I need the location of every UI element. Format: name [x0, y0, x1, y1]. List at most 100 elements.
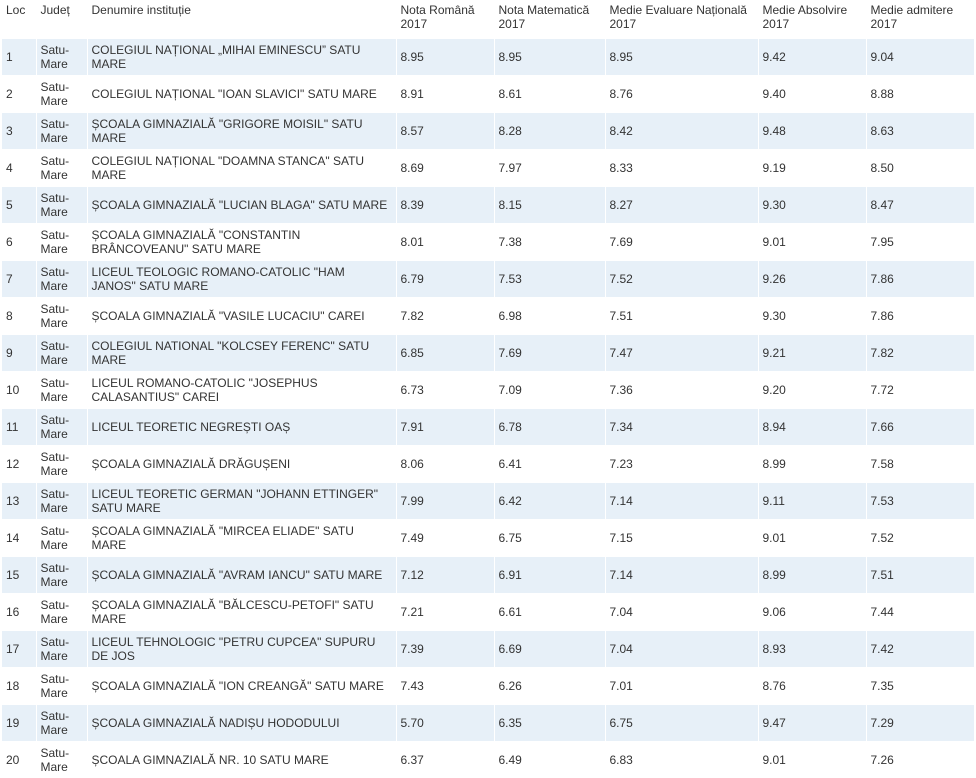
table-cell: ȘCOALA GIMNAZIALĂ "ION CREANGĂ" SATU MAR… — [87, 668, 396, 705]
column-header: Medie Absolvire 2017 — [758, 0, 866, 39]
table-cell: 8.93 — [758, 631, 866, 668]
table-cell: 8.33 — [605, 150, 758, 187]
table-cell: Satu-Mare — [36, 557, 87, 594]
table-cell: 6.85 — [396, 335, 494, 372]
table-cell: ȘCOALA GIMNAZIALĂ NR. 10 SATU MARE — [87, 742, 396, 778]
table-cell: 7.42 — [866, 631, 974, 668]
table-cell: COLEGIUL NATIONAL "KOLCSEY FERENC" SATU … — [87, 335, 396, 372]
table-cell: Satu-Mare — [36, 335, 87, 372]
table-cell: 7.97 — [494, 150, 605, 187]
table-cell: 9.30 — [758, 187, 866, 224]
table-cell: LICEUL TEHNOLOGIC "PETRU CUPCEA" SUPURU … — [87, 631, 396, 668]
table-cell: 12 — [2, 446, 36, 483]
table-cell: Satu-Mare — [36, 742, 87, 778]
table-cell: Satu-Mare — [36, 372, 87, 409]
table-cell: 14 — [2, 520, 36, 557]
table-cell: 9.30 — [758, 298, 866, 335]
table-cell: 6.75 — [494, 520, 605, 557]
table-cell: Satu-Mare — [36, 668, 87, 705]
table-cell: 1 — [2, 39, 36, 76]
table-cell: 7.12 — [396, 557, 494, 594]
table-cell: 6.98 — [494, 298, 605, 335]
table-cell: Satu-Mare — [36, 483, 87, 520]
table-cell: 6.78 — [494, 409, 605, 446]
table-cell: 7.29 — [866, 705, 974, 742]
table-cell: 18 — [2, 668, 36, 705]
table-cell: 8.95 — [494, 39, 605, 76]
table-cell: 7.36 — [605, 372, 758, 409]
table-cell: 8.42 — [605, 113, 758, 150]
table-cell: 7.51 — [605, 298, 758, 335]
table-cell: COLEGIUL NAȚIONAL "IOAN SLAVICI" SATU MA… — [87, 76, 396, 113]
table-cell: 7.21 — [396, 594, 494, 631]
table-cell: 9.47 — [758, 705, 866, 742]
table-cell: 8.57 — [396, 113, 494, 150]
table-cell: 8.99 — [758, 557, 866, 594]
table-cell: 9.01 — [758, 520, 866, 557]
table-cell: 6.75 — [605, 705, 758, 742]
table-cell: Satu-Mare — [36, 76, 87, 113]
table-cell: 6.41 — [494, 446, 605, 483]
table-cell: 9.04 — [866, 39, 974, 76]
table-cell: 19 — [2, 705, 36, 742]
table-cell: Satu-Mare — [36, 446, 87, 483]
table-cell: 8.95 — [396, 39, 494, 76]
table-cell: 6.61 — [494, 594, 605, 631]
table-cell: ȘCOALA GIMNAZIALĂ "BĂLCESCU-PETOFI" SATU… — [87, 594, 396, 631]
table-cell: LICEUL TEORETIC GERMAN "JOHANN ETTINGER"… — [87, 483, 396, 520]
table-cell: 10 — [2, 372, 36, 409]
table-cell: 5 — [2, 187, 36, 224]
table-cell: Satu-Mare — [36, 631, 87, 668]
table-cell: Satu-Mare — [36, 409, 87, 446]
table-cell: 8.61 — [494, 76, 605, 113]
table-cell: 7.53 — [494, 261, 605, 298]
table-cell: 6.79 — [396, 261, 494, 298]
table-cell: 7.86 — [866, 261, 974, 298]
table-cell: 9.40 — [758, 76, 866, 113]
table-cell: 7.38 — [494, 224, 605, 261]
table-cell: LICEUL ROMANO-CATOLIC "JOSEPHUS CALASANT… — [87, 372, 396, 409]
table-cell: 8.28 — [494, 113, 605, 150]
table-cell: 7.34 — [605, 409, 758, 446]
table-cell: 7.49 — [396, 520, 494, 557]
table-cell: 6.42 — [494, 483, 605, 520]
table-cell: 7.26 — [866, 742, 974, 778]
column-header: Medie admitere 2017 — [866, 0, 974, 39]
table-cell: 8.50 — [866, 150, 974, 187]
table-cell: ȘCOALA GIMNAZIALĂ "LUCIAN BLAGA" SATU MA… — [87, 187, 396, 224]
table-cell: 7.04 — [605, 631, 758, 668]
table-cell: 7.35 — [866, 668, 974, 705]
table-cell: 6.37 — [396, 742, 494, 778]
table-cell: ȘCOALA GIMNAZIALĂ "MIRCEA ELIADE" SATU M… — [87, 520, 396, 557]
table-cell: Satu-Mare — [36, 39, 87, 76]
table-cell: 7.66 — [866, 409, 974, 446]
column-header: Medie Evaluare Națională 2017 — [605, 0, 758, 39]
table-cell: 8.39 — [396, 187, 494, 224]
table-cell: 6.83 — [605, 742, 758, 778]
table-cell: Satu-Mare — [36, 594, 87, 631]
table-cell: 9.26 — [758, 261, 866, 298]
table-cell: 7.14 — [605, 557, 758, 594]
table-cell: 7.01 — [605, 668, 758, 705]
table-cell: 8.76 — [605, 76, 758, 113]
table-cell: 6.69 — [494, 631, 605, 668]
table-cell: COLEGIUL NAȚIONAL "DOAMNA STANCA" SATU M… — [87, 150, 396, 187]
table-cell: 6.49 — [494, 742, 605, 778]
table-cell: Satu-Mare — [36, 224, 87, 261]
table-cell: 6.35 — [494, 705, 605, 742]
table-cell: 9 — [2, 335, 36, 372]
table-cell: 8.95 — [605, 39, 758, 76]
